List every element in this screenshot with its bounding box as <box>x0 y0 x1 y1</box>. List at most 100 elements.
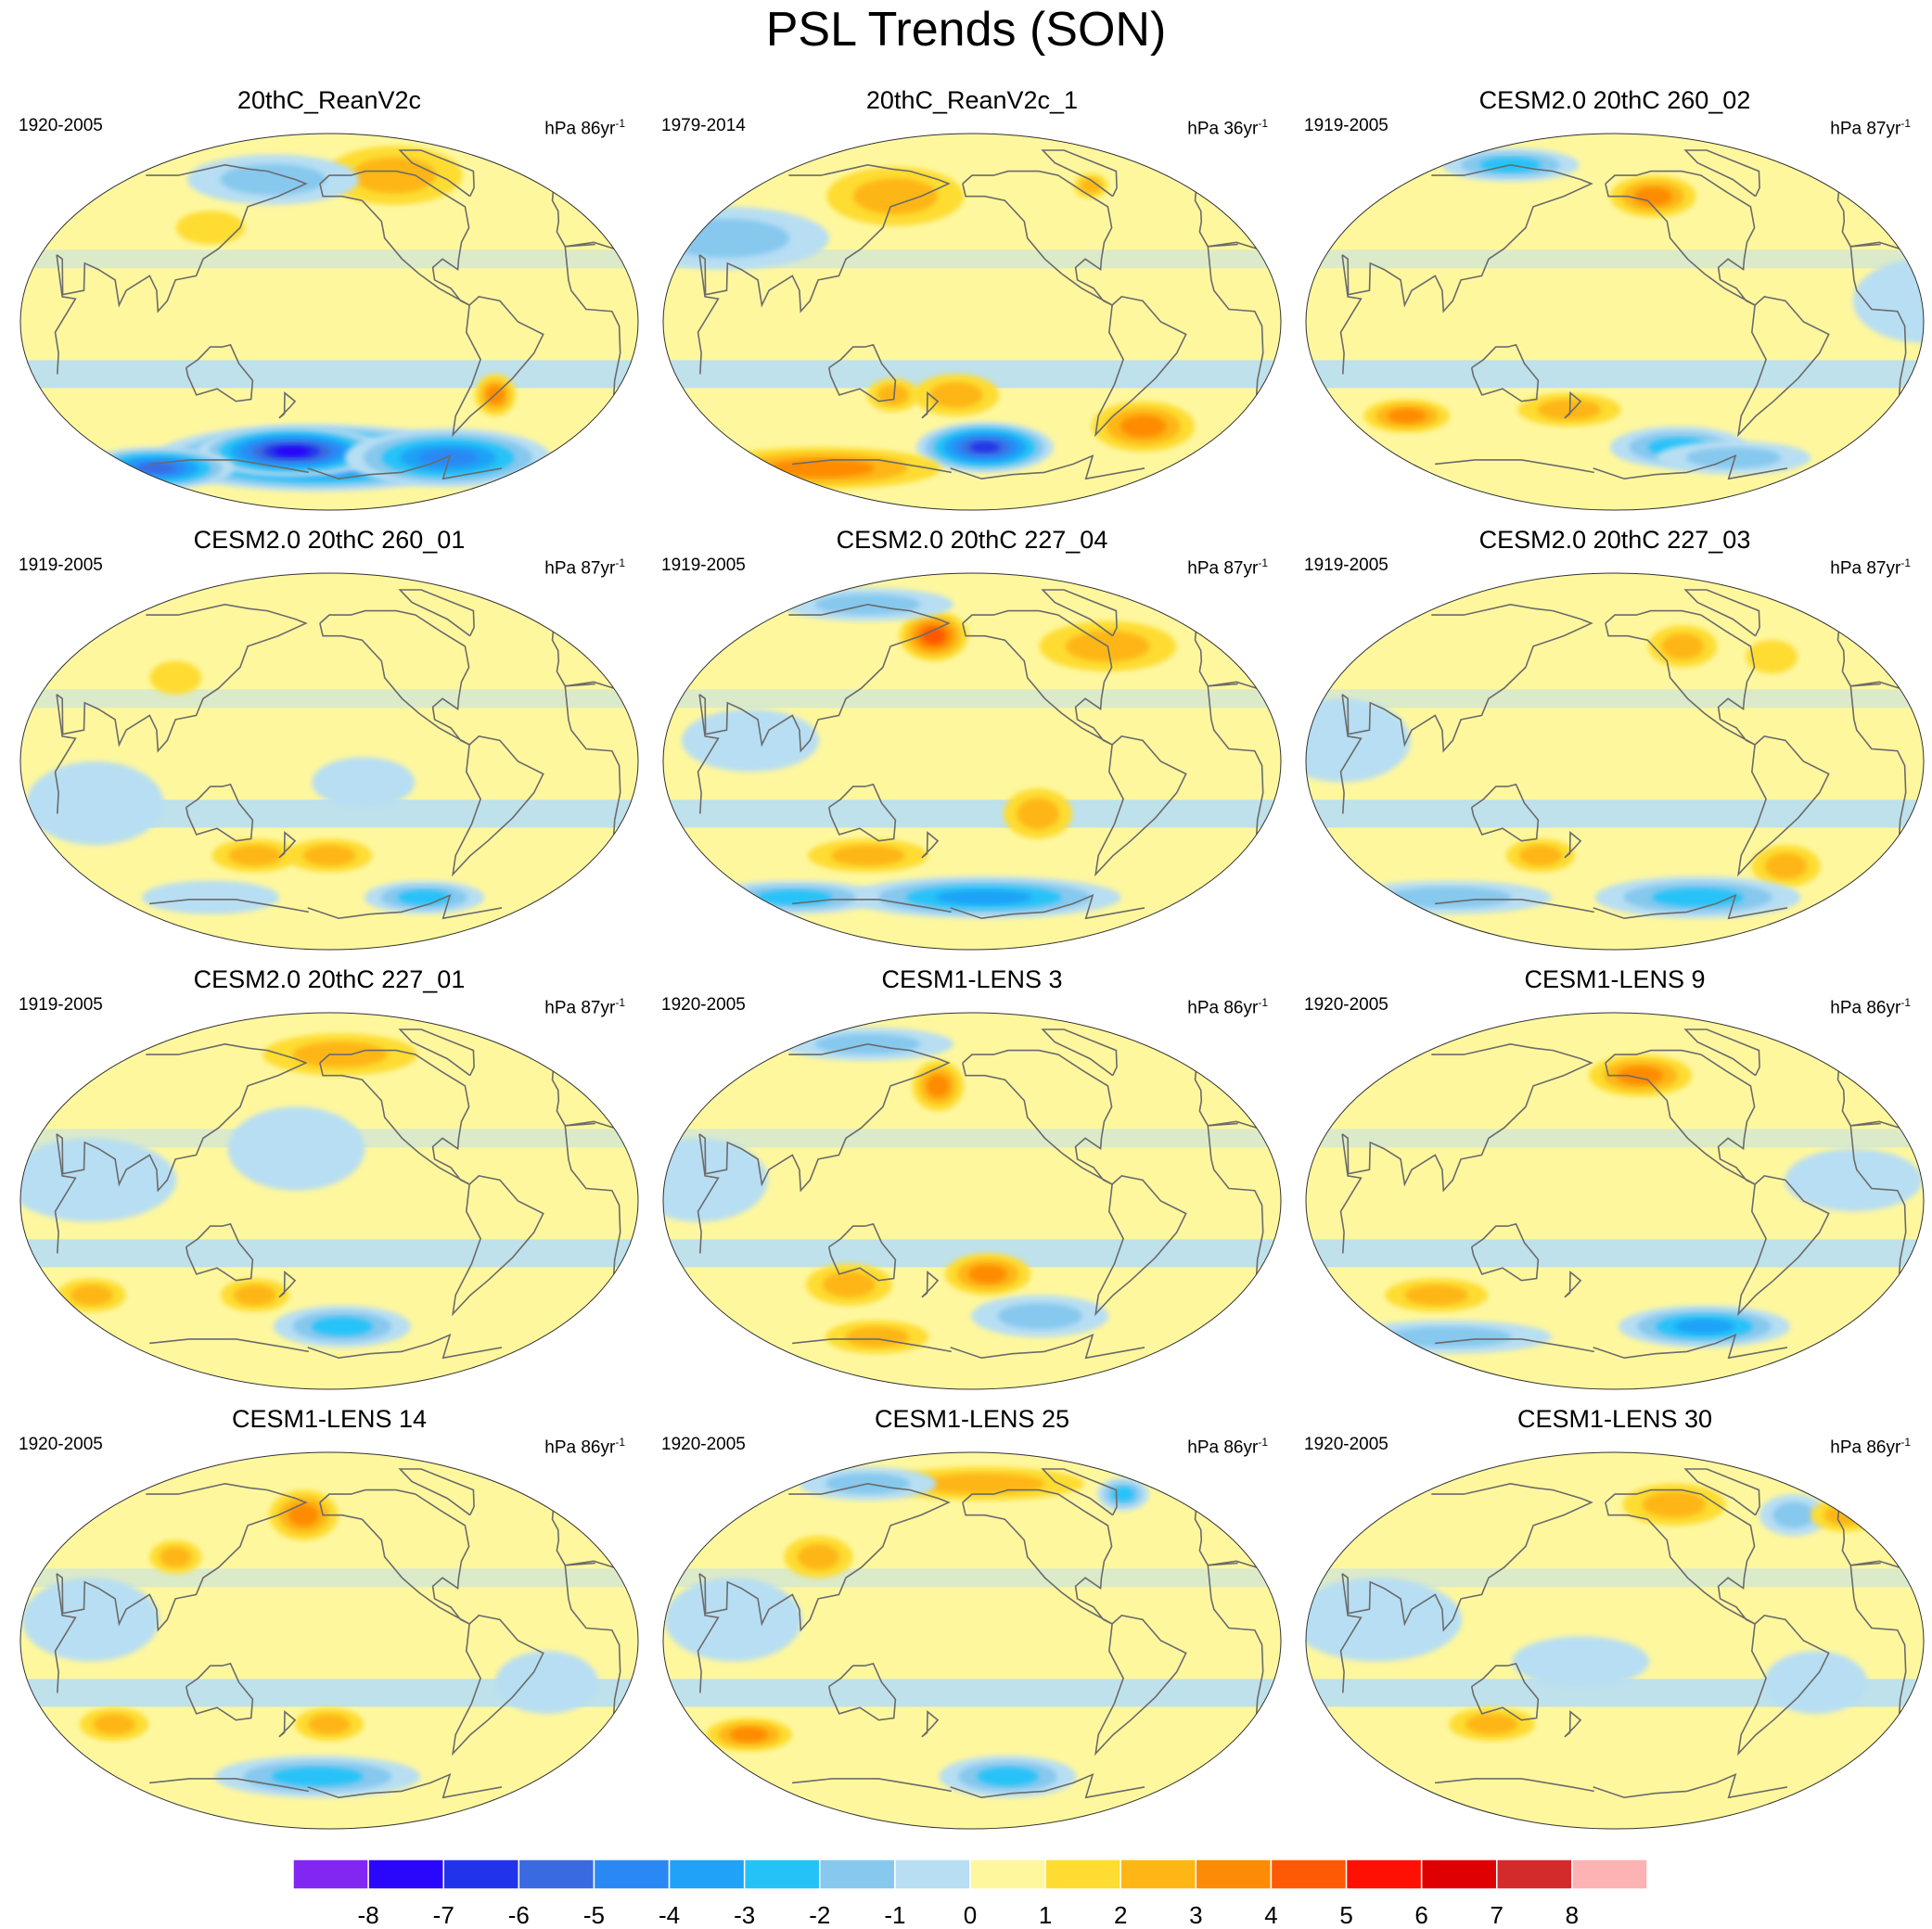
panel-period: 1919-2005 <box>1304 556 1388 575</box>
panel-units: hPa 87yr-1 <box>1830 553 1911 579</box>
coastline <box>149 1772 503 1799</box>
coastline <box>319 170 470 306</box>
panel-period: 1920-2005 <box>1304 1435 1388 1454</box>
colorbar-swatch <box>819 1859 896 1890</box>
colorbar-tick-label: -1 <box>884 1901 906 1929</box>
panel-units-exponent: -1 <box>1900 996 1911 1009</box>
map-plot <box>19 572 639 951</box>
coastline <box>1470 343 1540 402</box>
coastline <box>962 609 1113 746</box>
trend-contour <box>822 1271 876 1298</box>
coastline <box>1683 589 1760 637</box>
map-outline <box>1305 1451 1925 1830</box>
panel-units: hPa 87yr-1 <box>544 553 625 579</box>
trend-contour <box>936 889 1032 905</box>
coastline <box>1737 735 1830 877</box>
colorbar-swatch <box>1571 1859 1647 1890</box>
trend-contour <box>1120 415 1167 438</box>
map-plot <box>19 133 639 511</box>
map-trend-band <box>1306 799 1924 828</box>
panel-title: CESM2.0 20thC 227_01 <box>193 965 466 993</box>
coastline <box>185 343 254 402</box>
trend-contour <box>142 880 279 914</box>
coastline <box>185 1662 254 1721</box>
trend-contour <box>1763 1651 1867 1714</box>
map-outline <box>19 1012 639 1390</box>
trend-contour <box>1674 1319 1734 1335</box>
figure-title: PSL Trends (SON) <box>765 3 1167 57</box>
coastline <box>697 1122 1264 1274</box>
trend-contour <box>1306 1578 1463 1662</box>
coastline <box>921 831 940 859</box>
map-panel: 20thC_ReanV2c_1 1979-2014 hPa 36yr-1 <box>652 85 1292 512</box>
trend-contour <box>1746 640 1798 674</box>
trend-contour <box>1633 186 1672 206</box>
panel-units: hPa 87yr-1 <box>544 992 625 1018</box>
trend-contour <box>1617 1066 1664 1085</box>
coastline <box>1564 391 1582 419</box>
colorbar-swatch <box>293 1859 369 1890</box>
trend-contour <box>970 441 1000 453</box>
map-panel: CESM1-LENS 14 1920-2005 hPa 86yr-1 <box>9 1404 649 1831</box>
trend-contour <box>1111 1487 1135 1502</box>
map-outline <box>662 1451 1282 1830</box>
coastline <box>1041 1468 1118 1516</box>
trend-contour <box>1385 887 1513 908</box>
map-trend-band <box>20 249 638 269</box>
coastline <box>1683 149 1760 198</box>
trend-contour <box>997 1303 1082 1329</box>
trend-contour <box>302 845 356 866</box>
map-plot <box>19 1451 639 1830</box>
panel-units-base: hPa 36yr <box>1187 119 1259 139</box>
colorbar-swatch <box>1044 1859 1121 1890</box>
coastline <box>278 1710 297 1738</box>
panel-period: 1919-2005 <box>19 995 103 1015</box>
coastline <box>1339 683 1907 835</box>
trend-contour <box>137 463 176 474</box>
panel-units-base: hPa 87yr <box>544 558 616 579</box>
colorbar-swatch <box>1270 1859 1348 1890</box>
coastline <box>962 170 1113 306</box>
colorbar-swatch <box>442 1859 520 1890</box>
colorbar <box>293 1859 1647 1890</box>
coastline <box>452 1175 544 1317</box>
trend-contour <box>831 845 905 866</box>
map-outline <box>19 572 639 951</box>
trend-contour <box>234 1284 276 1306</box>
panel-units: hPa 36yr-1 <box>1187 113 1268 139</box>
panel-period: 1920-2005 <box>661 1435 746 1454</box>
panel-title: CESM2.0 20thC 227_03 <box>1478 526 1751 554</box>
map-plot <box>1305 133 1925 511</box>
colorbar-tick-label: -8 <box>357 1901 379 1929</box>
trend-contour <box>274 446 310 456</box>
panel-title: CESM2.0 20thC 260_01 <box>193 526 466 554</box>
trend-contour <box>312 757 416 808</box>
map-outline <box>662 1012 1282 1390</box>
panel-units-base: hPa 86yr <box>1830 998 1901 1018</box>
coastline <box>278 391 297 419</box>
coastline <box>319 609 470 746</box>
map-trend-band <box>663 689 1281 709</box>
coastline <box>1339 1122 1907 1274</box>
map-trend-band <box>20 689 638 709</box>
colorbar-tick-label: 5 <box>1339 1901 1353 1929</box>
panel-units-exponent: -1 <box>1258 996 1268 1009</box>
trend-contour <box>1385 1326 1513 1348</box>
panel-title: CESM1-LENS 3 <box>881 965 1063 993</box>
map-outline <box>19 133 639 511</box>
coastline <box>149 1333 503 1360</box>
panel-units-exponent: -1 <box>615 556 625 569</box>
trend-contour <box>977 1767 1039 1786</box>
panel-period: 1919-2005 <box>19 556 103 575</box>
panel-units: hPa 87yr-1 <box>1187 553 1268 579</box>
colorbar-swatch <box>969 1859 1046 1890</box>
trend-contour <box>797 1543 840 1570</box>
coastline <box>319 1488 470 1625</box>
map-trend-band <box>1306 1239 1924 1268</box>
map-panel: CESM1-LENS 9 1920-2005 hPa 86yr-1 <box>1295 964 1932 1391</box>
coastline <box>792 893 1145 920</box>
map-outline <box>662 133 1282 511</box>
trend-contour <box>1080 178 1102 194</box>
panel-units-exponent: -1 <box>615 117 625 130</box>
coastline <box>921 391 940 419</box>
